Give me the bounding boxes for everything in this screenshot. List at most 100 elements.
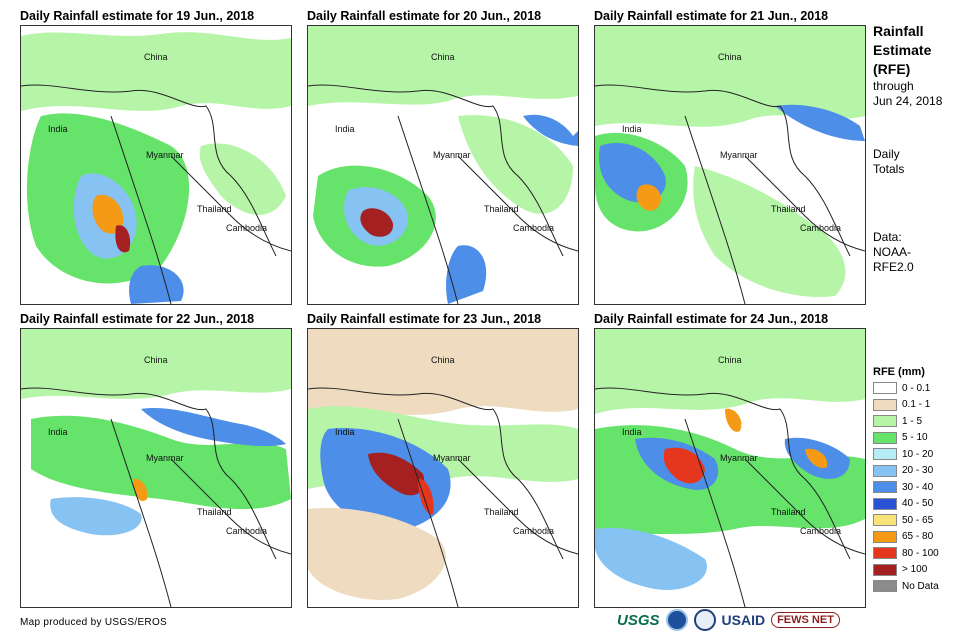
- legend-label: 30 - 40: [902, 481, 934, 493]
- label-thailand: Thailand: [484, 204, 519, 214]
- totals-line1: Daily: [873, 147, 900, 161]
- panel-title: Daily Rainfall estimate for 23 Jun., 201…: [307, 312, 542, 326]
- legend-swatch: [873, 514, 897, 527]
- rainfall-map-graphic: [595, 26, 865, 304]
- legend-swatch: [873, 464, 897, 477]
- rainfall-map: China India Myanmar Thailand Cambodia: [20, 328, 292, 608]
- rainfall-map: China India Myanmar Thailand Cambodia: [594, 328, 866, 608]
- legend-item: 5 - 10: [873, 430, 965, 447]
- legend-item: 0 - 0.1: [873, 380, 965, 397]
- panel-title: Daily Rainfall estimate for 22 Jun., 201…: [20, 312, 255, 326]
- panel-21-jun: Daily Rainfall estimate for 21 Jun., 201…: [594, 7, 866, 305]
- legend-label: 1 - 5: [902, 415, 923, 427]
- panel-24-jun: Daily Rainfall estimate for 24 Jun., 201…: [594, 310, 866, 608]
- rainfall-map-graphic: [595, 329, 865, 607]
- legend-item: 50 - 65: [873, 512, 965, 529]
- legend-item: 20 - 30: [873, 463, 965, 480]
- label-cambodia: Cambodia: [226, 526, 268, 536]
- legend-item: 10 - 20: [873, 446, 965, 463]
- label-myanmar: Myanmar: [146, 453, 184, 463]
- legend-swatch: [873, 563, 897, 576]
- legend-swatch: [873, 415, 897, 428]
- label-china: China: [718, 355, 742, 365]
- side-info: Rainfall Estimate (RFE) through Jun 24, …: [873, 22, 965, 275]
- rainfall-map: China India Myanmar Thailand Cambodia: [307, 328, 579, 608]
- usaid-seal-logo: [693, 609, 716, 631]
- legend-swatch: [873, 398, 897, 411]
- label-cambodia: Cambodia: [513, 526, 555, 536]
- label-china: China: [431, 355, 455, 365]
- rainfall-map: China India Myanmar Thailand Cambodia: [20, 25, 292, 305]
- legend-swatch: [873, 547, 897, 560]
- legend-item: 40 - 50: [873, 496, 965, 513]
- label-myanmar: Myanmar: [720, 453, 758, 463]
- label-cambodia: Cambodia: [800, 526, 842, 536]
- panel-title: Daily Rainfall estimate for 19 Jun., 201…: [20, 9, 255, 23]
- legend-item: > 100: [873, 562, 965, 579]
- legend-item: 65 - 80: [873, 529, 965, 546]
- label-thailand: Thailand: [771, 204, 806, 214]
- rainfall-map-graphic: [21, 329, 291, 607]
- usaid-logo: USAID: [721, 612, 766, 628]
- legend-label: 10 - 20: [902, 448, 934, 460]
- label-myanmar: Myanmar: [146, 150, 184, 160]
- panel-title: Daily Rainfall estimate for 24 Jun., 201…: [594, 312, 829, 326]
- legend-swatch: [873, 530, 897, 543]
- label-china: China: [718, 52, 742, 62]
- label-myanmar: Myanmar: [720, 150, 758, 160]
- label-india: India: [335, 427, 355, 437]
- legend-label: > 100: [902, 564, 928, 576]
- label-thailand: Thailand: [197, 507, 232, 517]
- legend-swatch: [873, 382, 897, 395]
- label-thailand: Thailand: [771, 507, 806, 517]
- label-india: India: [622, 427, 642, 437]
- legend-label: 40 - 50: [902, 498, 934, 510]
- panel-23-jun: Daily Rainfall estimate for 23 Jun., 201…: [307, 310, 579, 608]
- legend-label: 0 - 0.1: [902, 382, 931, 394]
- label-thailand: Thailand: [484, 507, 519, 517]
- panel-20-jun: Daily Rainfall estimate for 20 Jun., 201…: [307, 7, 579, 305]
- side-title-line3: (RFE): [873, 61, 911, 77]
- legend-item: No Data: [873, 578, 965, 595]
- label-china: China: [144, 52, 168, 62]
- legend-label: 5 - 10: [902, 432, 928, 444]
- legend-label: 0.1 - 1: [902, 399, 931, 411]
- label-cambodia: Cambodia: [513, 223, 555, 233]
- label-china: China: [431, 52, 455, 62]
- noaa-logo: [665, 609, 688, 631]
- panel-title: Daily Rainfall estimate for 21 Jun., 201…: [594, 9, 829, 23]
- legend-item: 80 - 100: [873, 545, 965, 562]
- rainfall-map-graphic: [21, 26, 291, 304]
- legend-item: 1 - 5: [873, 413, 965, 430]
- legend-label: No Data: [902, 580, 939, 592]
- legend-swatch: [873, 448, 897, 461]
- rainfall-map: China India Myanmar Thailand Cambodia: [594, 25, 866, 305]
- usgs-logo: USGS: [617, 611, 660, 629]
- legend-label: 50 - 65: [902, 514, 934, 526]
- label-india: India: [48, 427, 68, 437]
- legend-swatch: [873, 481, 897, 494]
- fews-net-logo: FEWS NET: [771, 612, 840, 628]
- panel-22-jun: Daily Rainfall estimate for 22 Jun., 201…: [20, 310, 292, 608]
- label-india: India: [335, 124, 355, 134]
- label-india: India: [48, 124, 68, 134]
- legend-item: 0.1 - 1: [873, 397, 965, 414]
- legend-swatch: [873, 431, 897, 444]
- legend-item: 30 - 40: [873, 479, 965, 496]
- data-line1: Data:: [873, 230, 902, 244]
- panel-19-jun: Daily Rainfall estimate for 19 Jun., 201…: [20, 7, 292, 305]
- map-credit: Map produced by USGS/EROS: [20, 617, 168, 628]
- through-line2: Jun 24, 2018: [873, 94, 943, 108]
- legend-label: 80 - 100: [902, 547, 939, 559]
- rainfall-map-graphic: [308, 329, 578, 607]
- legend-swatch: [873, 580, 897, 593]
- through-line1: through: [873, 79, 914, 93]
- label-myanmar: Myanmar: [433, 453, 471, 463]
- label-india: India: [622, 124, 642, 134]
- rainfall-map: China India Myanmar Thailand Cambodia: [307, 25, 579, 305]
- legend-title: RFE (mm): [873, 366, 925, 378]
- panel-title: Daily Rainfall estimate for 20 Jun., 201…: [307, 9, 542, 23]
- totals-line2: Totals: [873, 162, 905, 176]
- label-thailand: Thailand: [197, 204, 232, 214]
- label-cambodia: Cambodia: [226, 223, 268, 233]
